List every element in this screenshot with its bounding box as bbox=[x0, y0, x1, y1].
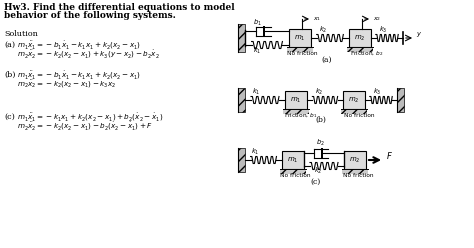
Text: $b_2$: $b_2$ bbox=[316, 138, 325, 148]
Text: $k_1$: $k_1$ bbox=[252, 87, 260, 97]
Text: $m_1\ddot{x}_1=-b_1\dot{x}_1-k_1x_1+k_2(x_2-x_1)$: $m_1\ddot{x}_1=-b_1\dot{x}_1-k_1x_1+k_2(… bbox=[17, 69, 141, 81]
Text: $k_2$: $k_2$ bbox=[319, 25, 328, 35]
Bar bbox=[349, 29, 371, 47]
Text: $F$: $F$ bbox=[386, 150, 393, 161]
Text: $m_2$: $m_2$ bbox=[349, 155, 361, 165]
Bar bbox=[289, 29, 311, 47]
Text: No friction: No friction bbox=[344, 113, 374, 118]
Bar bbox=[238, 88, 245, 112]
Text: $x_1$: $x_1$ bbox=[313, 15, 321, 23]
Bar bbox=[343, 91, 365, 109]
Text: Hw3. Find the differential equations to model: Hw3. Find the differential equations to … bbox=[4, 3, 235, 12]
Text: $k_2$: $k_2$ bbox=[314, 166, 322, 176]
Text: $k_3$: $k_3$ bbox=[373, 87, 382, 97]
Text: (c): (c) bbox=[4, 113, 15, 121]
Text: No friction: No friction bbox=[287, 51, 318, 56]
Text: (b): (b) bbox=[4, 71, 16, 79]
Text: Friction, $b_2$: Friction, $b_2$ bbox=[350, 49, 383, 58]
Text: $m_2$: $m_2$ bbox=[354, 33, 366, 43]
Bar bbox=[342, 169, 368, 174]
Bar bbox=[280, 169, 306, 174]
Text: $m_2\ddot{x}_2=-k_2(x_2-x_1)+k_3(y-x_2)-b_2\dot{x}_2$: $m_2\ddot{x}_2=-k_2(x_2-x_1)+k_3(y-x_2)-… bbox=[17, 48, 160, 60]
Text: (c): (c) bbox=[311, 178, 321, 186]
Text: behavior of the following systems.: behavior of the following systems. bbox=[4, 11, 176, 20]
Text: $y$: $y$ bbox=[416, 30, 422, 39]
Text: (a): (a) bbox=[4, 41, 15, 49]
Text: $m_1$: $m_1$ bbox=[294, 33, 306, 43]
Text: No friction: No friction bbox=[280, 173, 310, 178]
Bar bbox=[285, 91, 307, 109]
Bar bbox=[282, 151, 304, 169]
Text: $m_1\ddot{x}_1=-k_1x_1+k_2(x_2-x_1)+b_2(\dot{x}_2-\dot{x}_1)$: $m_1\ddot{x}_1=-k_1x_1+k_2(x_2-x_1)+b_2(… bbox=[17, 111, 164, 123]
Text: $m_2$: $m_2$ bbox=[348, 95, 360, 105]
Bar bbox=[397, 88, 404, 112]
Text: $k_3$: $k_3$ bbox=[379, 25, 387, 35]
Text: (a): (a) bbox=[321, 56, 332, 64]
Text: $k_2$: $k_2$ bbox=[315, 87, 323, 97]
Bar bbox=[287, 47, 313, 52]
Text: No friction: No friction bbox=[343, 173, 374, 178]
Text: $b_1$: $b_1$ bbox=[253, 18, 262, 28]
Text: $k_1$: $k_1$ bbox=[253, 46, 261, 56]
Text: $m_1$: $m_1$ bbox=[287, 155, 299, 165]
Text: Friction, $b_1$: Friction, $b_1$ bbox=[284, 111, 318, 120]
Text: (b): (b) bbox=[316, 116, 327, 124]
Text: $k_1$: $k_1$ bbox=[251, 147, 259, 157]
Text: $x_2$: $x_2$ bbox=[373, 15, 381, 23]
Text: Solution: Solution bbox=[4, 30, 38, 38]
Text: $m_2\ddot{x}_2=-k_2(x_2-x_1)-k_3x_2$: $m_2\ddot{x}_2=-k_2(x_2-x_1)-k_3x_2$ bbox=[17, 78, 116, 90]
Bar bbox=[341, 109, 367, 114]
Bar bbox=[347, 47, 373, 52]
Text: $m_1$: $m_1$ bbox=[290, 95, 302, 105]
Text: $m_1\ddot{x}_1=-b_1\dot{x}_1-k_1x_1+k_2(x_2-x_1)$: $m_1\ddot{x}_1=-b_1\dot{x}_1-k_1x_1+k_2(… bbox=[17, 39, 141, 51]
Text: $m_2\ddot{x}_2=-k_2(x_2-x_1)-b_2(\dot{x}_2-\dot{x}_1)+F$: $m_2\ddot{x}_2=-k_2(x_2-x_1)-b_2(\dot{x}… bbox=[17, 120, 153, 132]
Bar bbox=[344, 151, 366, 169]
Bar bbox=[283, 109, 309, 114]
Bar bbox=[238, 148, 245, 172]
Bar bbox=[238, 24, 245, 52]
